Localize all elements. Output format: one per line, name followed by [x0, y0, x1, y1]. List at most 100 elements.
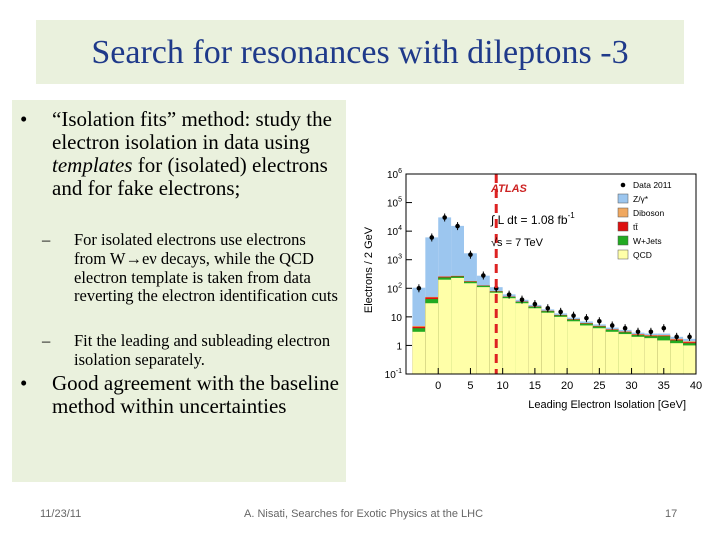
y-tick-label-6: 105 [387, 197, 402, 210]
bar-qcd-14 [592, 328, 606, 374]
data-points [416, 213, 692, 341]
bar-qcd-18 [644, 338, 658, 374]
arrow-icon: → [125, 248, 142, 268]
bar-qcd-13 [580, 325, 593, 374]
x-tick-label-10: 10 [497, 380, 509, 392]
bar-qcd-20 [670, 343, 684, 374]
bar-qcd-17 [631, 336, 645, 374]
bar-qcd-12 [567, 321, 580, 374]
bar-qcd-16 [618, 334, 632, 374]
plot-frame [405, 173, 697, 375]
bullet-marker: • [20, 107, 28, 131]
sub-bullet-1: – For isolated electrons use electrons f… [42, 230, 342, 306]
y-tick-label-7: 106 [387, 168, 402, 181]
data-point-13 [584, 315, 589, 321]
data-point-0 [416, 285, 422, 291]
data-point-16 [622, 325, 628, 331]
y-tick-label-4: 103 [387, 254, 402, 267]
data-point-7 [506, 292, 512, 297]
bullet-1: • “Isolation fits” method: study the ele… [20, 107, 342, 200]
bar-qcd-8 [515, 303, 529, 374]
legend-label-4: W+Jets [633, 236, 662, 246]
data-point-14 [597, 318, 602, 324]
data-point-3 [455, 223, 460, 229]
bullet-2-text: Good agreement with the baseline method … [52, 371, 339, 418]
data-point-8 [519, 297, 525, 302]
data-point-11 [558, 309, 563, 315]
text-box: • “Isolation fits” method: study the ele… [12, 100, 346, 482]
legend-label-3: tt̄ [633, 222, 638, 232]
data-point-5 [481, 273, 486, 278]
bar-qcd-1 [425, 303, 439, 374]
bullet-marker: • [20, 371, 28, 395]
isolation-histogram: 0 5 10 15 20 25 30 35 40 10-1 1 10 102 103 104 105 106 D… [363, 168, 702, 411]
atlas-label: ATLAS [490, 183, 528, 195]
energy-label: √s = 7 TeV [491, 237, 544, 249]
legend-marker-data [620, 182, 626, 188]
legend-label-1: Z/γ* [633, 194, 649, 204]
legend-swatch-tt- [617, 221, 629, 232]
y-tick-label-1: 1 [396, 341, 402, 352]
data-point-2 [442, 215, 447, 220]
x-tick-label-5: 5 [467, 380, 473, 392]
data-point-19 [661, 325, 667, 331]
data-point-12 [571, 313, 576, 318]
bar-qcd-3 [451, 277, 464, 374]
bar-qcd-19 [657, 340, 671, 374]
bar-qcd-15 [605, 331, 619, 374]
x-tick-label-15: 15 [529, 380, 541, 392]
sub-bullet-2: – Fit the leading and subleading electro… [42, 331, 342, 370]
y-tick-label-0: 10-1 [385, 368, 402, 381]
bar-qcd-5 [476, 287, 490, 374]
luminosity-label: ∫ L dt = 1.08 fb-1 [490, 211, 575, 227]
bar-qcd-4 [464, 283, 477, 374]
x-tick-label-30: 30 [625, 380, 637, 392]
histogram-bars [412, 217, 696, 374]
data-point-17 [635, 329, 641, 335]
legend: Data 2011 Z/γ* Diboson tt̄ W+Jets QCD [617, 180, 672, 260]
bar-qcd-10 [541, 312, 555, 374]
y-axis-label: Electrons / 2 GeV [363, 226, 375, 313]
legend-swatch-diboson [617, 207, 629, 218]
x-tick-label-0: 0 [435, 380, 441, 392]
bar-qcd-11 [554, 316, 568, 374]
x-tick-label-35: 35 [658, 380, 670, 392]
emphasis-templates: templates [52, 153, 133, 177]
footer-page-number: 17 [665, 508, 678, 520]
sub-bullet-2-text: Fit the leading and subleading electron … [74, 331, 331, 369]
x-axis-label: Leading Electron Isolation [GeV] [528, 399, 686, 411]
legend-swatch-z- [617, 193, 629, 204]
data-point-21 [687, 334, 692, 340]
data-point-1 [429, 235, 435, 240]
x-tick-label-20: 20 [561, 380, 573, 392]
bar-qcd-9 [528, 308, 542, 374]
data-point-4 [468, 252, 473, 257]
axes: 0 5 10 15 20 25 30 35 40 10-1 1 10 102 103 104 105 106 [385, 168, 702, 392]
data-point-15 [609, 323, 615, 328]
data-point-9 [532, 301, 538, 307]
legend-label-0: Data 2011 [633, 180, 672, 190]
bar-qcd-7 [502, 298, 516, 374]
legend-swatch-qcd [617, 249, 629, 260]
x-tick-label-40: 40 [690, 380, 702, 392]
data-point-10 [545, 305, 551, 311]
footer-author: A. Nisati, Searches for Exotic Physics a… [244, 508, 484, 520]
legend-label-2: Diboson [633, 208, 664, 218]
bar-qcd-0 [412, 331, 426, 374]
dash-marker: – [42, 230, 51, 249]
data-point-18 [648, 329, 654, 335]
slide-title: Search for resonances with dileptons -3 [91, 34, 629, 71]
bar-qcd-6 [489, 292, 503, 374]
bar-qcd-2 [438, 279, 452, 374]
sub-bullet-1-text: For isolated electrons use electrons fro… [74, 230, 338, 306]
y-tick-label-2: 10 [391, 313, 403, 324]
data-point-20 [674, 334, 679, 340]
bullet-1-text: “Isolation fits” method: study the elect… [52, 107, 332, 200]
dash-marker: – [42, 331, 51, 350]
legend-swatch-w-jets [617, 235, 629, 246]
footer-date: 11/23/11 [40, 508, 82, 520]
bar-qcd-21 [683, 345, 696, 374]
y-tick-label-3: 102 [387, 282, 402, 295]
y-tick-label-5: 104 [387, 225, 402, 238]
bullet-2: • Good agreement with the baseline metho… [20, 371, 342, 418]
